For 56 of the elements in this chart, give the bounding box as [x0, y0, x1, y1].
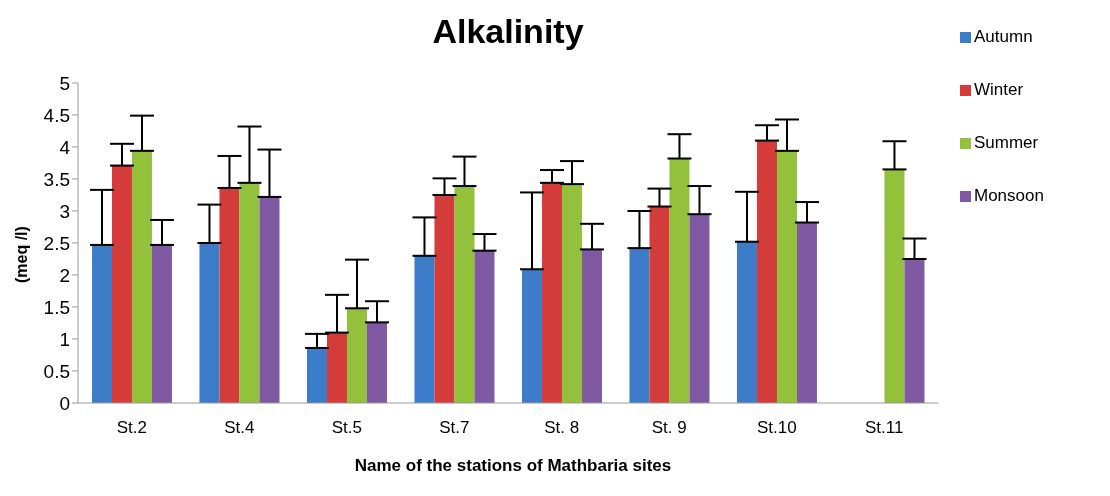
y-tick-label: 1.5: [43, 296, 70, 318]
bar: [776, 150, 797, 403]
y-axis-title: (meq /l): [12, 226, 30, 283]
y-tick-label: 0.5: [43, 360, 70, 382]
bar: [736, 241, 757, 403]
x-axis-title: Name of the stations of Mathbaria sites: [353, 456, 673, 476]
bar: [689, 214, 710, 403]
bar: [131, 150, 152, 403]
x-tick-label: St.5: [331, 418, 362, 438]
bar: [454, 186, 475, 403]
bar: [259, 196, 280, 403]
x-tick-label: St.11: [865, 418, 904, 438]
bar: [629, 248, 650, 403]
bar: [151, 244, 172, 403]
bar: [796, 222, 817, 403]
x-tick-label: St.2: [116, 418, 147, 438]
bar: [306, 347, 327, 403]
bar: [884, 169, 905, 403]
bar: [581, 249, 602, 403]
bar: [474, 250, 495, 403]
bar: [239, 182, 260, 403]
bar: [199, 243, 220, 403]
x-tick-label: St.7: [439, 418, 470, 438]
bar: [434, 195, 455, 403]
bar: [366, 322, 387, 403]
bar: [756, 140, 777, 403]
bar: [91, 244, 112, 403]
y-tick-label: 1: [59, 328, 70, 350]
y-tick-label: 0: [59, 392, 70, 414]
bar: [561, 184, 582, 403]
bar: [669, 158, 690, 403]
legend-label: Summer: [974, 133, 1039, 153]
y-tick-label: 2: [59, 264, 70, 286]
chart-title: Alkalinity: [432, 12, 584, 50]
legend-label: Winter: [974, 80, 1024, 100]
x-tick-label: St. 9: [651, 418, 687, 438]
x-tick-label: St. 8: [544, 418, 580, 438]
bar: [521, 269, 542, 403]
x-tick-label: St.4: [224, 418, 255, 438]
bar: [346, 308, 367, 403]
bar: [414, 255, 435, 403]
y-tick-label: 2.5: [43, 232, 70, 254]
bar: [111, 165, 132, 403]
y-tick-label: 3: [59, 200, 70, 222]
y-tick-label: 4.5: [43, 104, 70, 126]
bar: [541, 182, 562, 403]
bar: [649, 206, 670, 403]
y-tick-label: 4: [59, 136, 71, 158]
bar: [904, 259, 925, 403]
y-tick-label: 5: [59, 72, 70, 94]
bar: [326, 332, 347, 403]
bar: [219, 187, 240, 403]
legend-label: Monsoon: [974, 186, 1044, 206]
legend-label: Autumn: [974, 27, 1033, 47]
x-tick-label: St.10: [756, 418, 797, 438]
y-tick-label: 3.5: [43, 168, 70, 190]
